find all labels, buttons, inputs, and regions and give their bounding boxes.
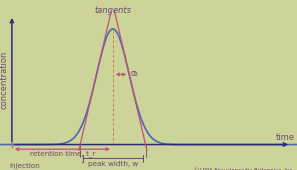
Text: peak width, w: peak width, w: [88, 161, 138, 167]
Text: concentration: concentration: [0, 51, 9, 109]
Text: time: time: [276, 133, 295, 142]
Text: σ₂: σ₂: [131, 69, 139, 78]
Text: injection: injection: [9, 163, 40, 169]
Text: ©1996 Encyclopaedia Britannica, Inc.: ©1996 Encyclopaedia Britannica, Inc.: [194, 168, 294, 170]
Text: tangents: tangents: [94, 6, 131, 15]
Text: retention time, t_r: retention time, t_r: [30, 150, 95, 157]
